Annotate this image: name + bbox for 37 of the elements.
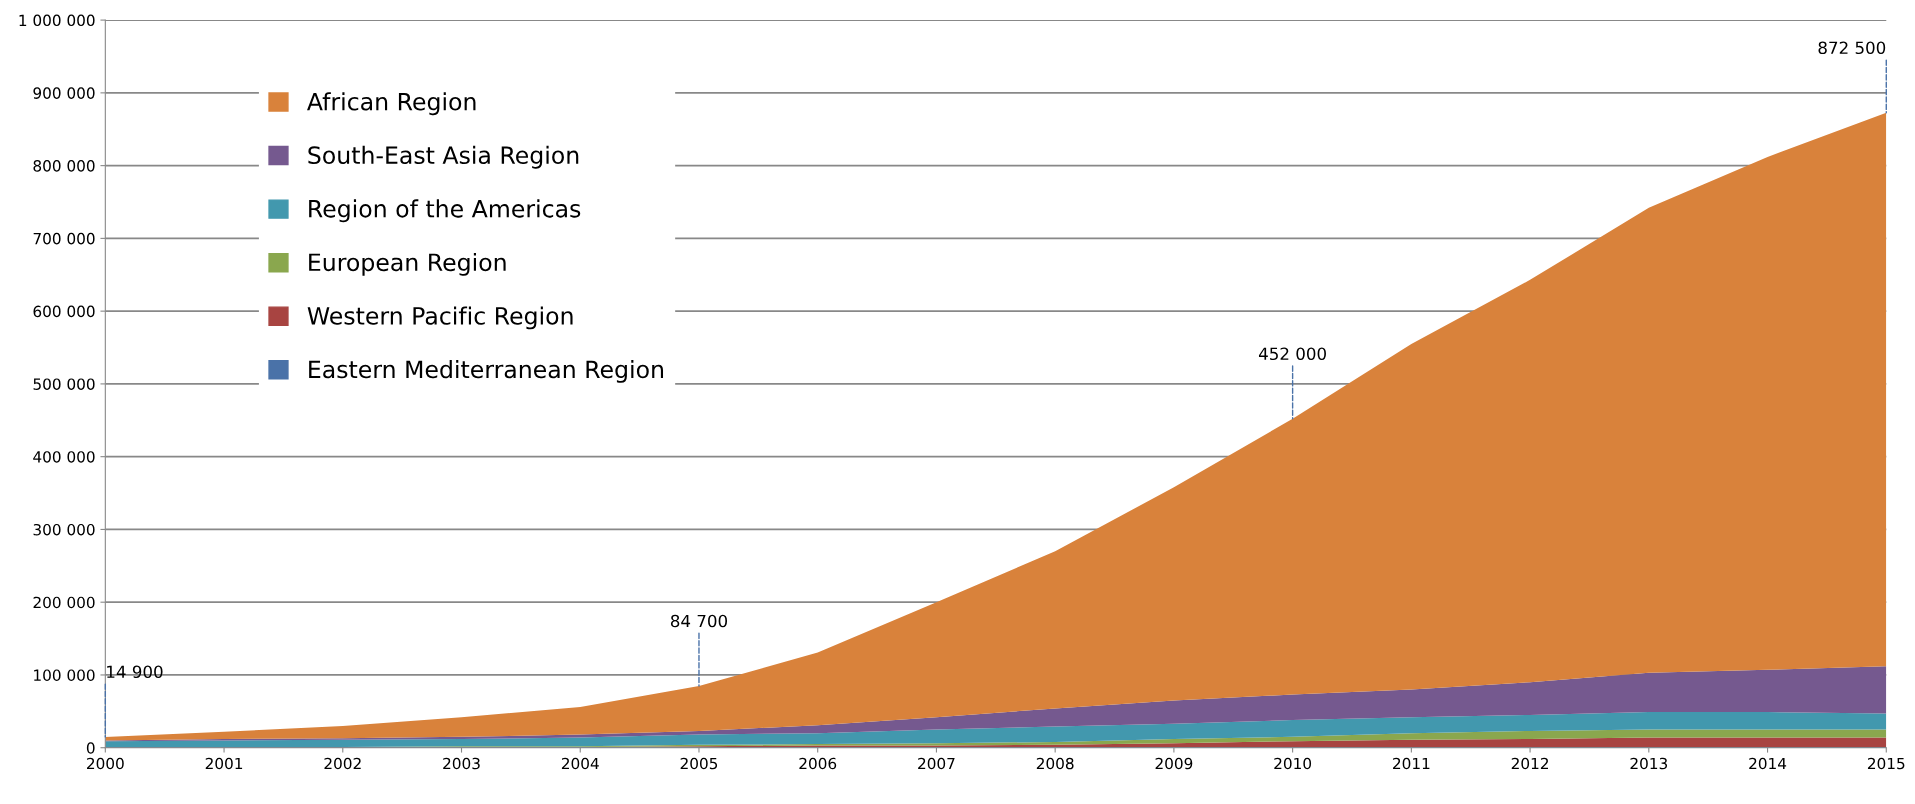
y-tick-label: 500 000 (33, 378, 95, 390)
x-tick-label: 2005 (680, 757, 718, 770)
legend-label: African Region (307, 92, 476, 116)
x-tick-label: 2013 (1630, 757, 1668, 770)
x-tick-label: 2012 (1511, 757, 1548, 770)
x-tick-label: 2001 (205, 757, 243, 770)
annotation: 872 500 (1818, 41, 1886, 55)
x-tick-label: 2015 (1867, 757, 1905, 770)
x-tick-label: 2003 (443, 757, 480, 770)
y-tick-label: 100 000 (34, 669, 95, 681)
y-tick-label: 0 (86, 742, 95, 754)
y-tick-label: 700 000 (33, 232, 95, 245)
annotation: 84 700 (670, 614, 728, 628)
y-tick-label: 1 000 000 (19, 14, 95, 27)
legend-label: Eastern Mediterranean Region (309, 360, 664, 383)
x-tick-label: 2007 (918, 757, 955, 770)
y-tick-label: 900 000 (33, 87, 95, 99)
x-tick-label: 2002 (324, 757, 361, 770)
x-tick-label: 2010 (1274, 757, 1312, 770)
annotation: 452 000 (1258, 347, 1326, 361)
legend-label: Western Pacific Region (307, 306, 573, 330)
x-tick-label: 2006 (799, 757, 837, 770)
x-tick-label: 2011 (1393, 757, 1430, 770)
x-tick-label: 2008 (1036, 757, 1074, 770)
y-tick-label: 300 000 (33, 523, 95, 536)
y-tick-label: 800 000 (33, 160, 95, 172)
x-tick-label: 2004 (561, 757, 599, 770)
x-tick-label: 2000 (87, 757, 124, 770)
legend-label: European Region (309, 252, 506, 276)
y-tick-label: 200 000 (33, 596, 95, 609)
legend-label: Region of the Americas (309, 199, 581, 223)
y-tick-label: 400 000 (33, 451, 95, 463)
annotation: 14 900 (107, 665, 163, 679)
legend-label: South-East Asia Region (308, 145, 579, 169)
y-tick-label: 600 000 (33, 305, 95, 318)
x-tick-label: 2014 (1749, 757, 1787, 770)
x-tick-label: 2009 (1155, 757, 1193, 770)
